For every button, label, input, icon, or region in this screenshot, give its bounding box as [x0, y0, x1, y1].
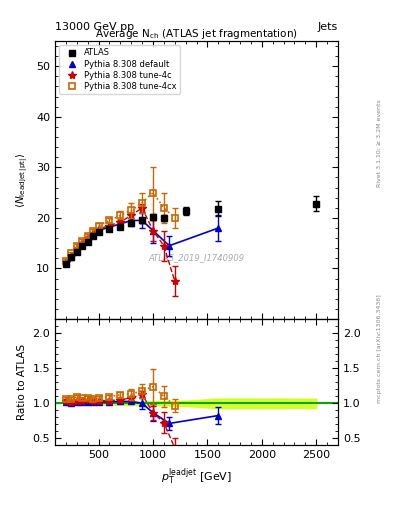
Pythia 8.308 tune-4cx — [107, 218, 112, 224]
Pythia 8.308 tune-4c — [69, 253, 74, 259]
Pythia 8.308 tune-4cx — [85, 232, 90, 239]
Pythia 8.308 tune-4c — [107, 222, 112, 228]
ATLAS — [129, 220, 134, 226]
Pythia 8.308 tune-4c — [129, 212, 134, 219]
Pythia 8.308 tune-4c — [118, 219, 123, 225]
Pythia 8.308 tune-4c — [162, 243, 166, 249]
Text: mcplots.cern.ch [arXiv:1306.3436]: mcplots.cern.ch [arXiv:1306.3436] — [377, 294, 382, 402]
X-axis label: $p_{\rm T}^{\rm leadjet}$ [GeV]: $p_{\rm T}^{\rm leadjet}$ [GeV] — [161, 466, 232, 486]
Pythia 8.308 tune-4cx — [74, 243, 79, 249]
Pythia 8.308 default — [85, 238, 90, 244]
Pythia 8.308 tune-4cx — [64, 258, 68, 264]
Legend: ATLAS, Pythia 8.308 default, Pythia 8.308 tune-4c, Pythia 8.308 tune-4cx: ATLAS, Pythia 8.308 default, Pythia 8.30… — [59, 45, 180, 94]
Pythia 8.308 default — [140, 218, 145, 224]
Pythia 8.308 tune-4c — [140, 205, 145, 211]
Line: ATLAS: ATLAS — [62, 200, 320, 268]
ATLAS — [74, 249, 79, 255]
Pythia 8.308 default — [74, 248, 79, 254]
Pythia 8.308 tune-4cx — [69, 250, 74, 257]
ATLAS — [91, 232, 95, 239]
ATLAS — [183, 208, 188, 215]
Y-axis label: Ratio to ATLAS: Ratio to ATLAS — [17, 344, 27, 420]
ATLAS — [96, 229, 101, 235]
Text: Jets: Jets — [318, 22, 338, 32]
Pythia 8.308 tune-4c — [96, 226, 101, 232]
Pythia 8.308 default — [107, 224, 112, 230]
Pythia 8.308 tune-4c — [85, 235, 90, 241]
ATLAS — [151, 214, 155, 220]
Pythia 8.308 tune-4cx — [151, 189, 155, 196]
ATLAS — [85, 239, 90, 245]
Line: Pythia 8.308 default: Pythia 8.308 default — [63, 218, 221, 266]
Text: 13000 GeV pp: 13000 GeV pp — [55, 22, 134, 32]
Pythia 8.308 tune-4cx — [91, 227, 95, 233]
ATLAS — [118, 223, 123, 229]
Pythia 8.308 tune-4c — [80, 240, 84, 246]
ATLAS — [216, 206, 220, 212]
Pythia 8.308 default — [64, 260, 68, 266]
Pythia 8.308 tune-4cx — [140, 200, 145, 206]
Pythia 8.308 tune-4c — [91, 230, 95, 236]
Pythia 8.308 tune-4c — [173, 278, 177, 284]
Pythia 8.308 tune-4cx — [129, 207, 134, 214]
ATLAS — [80, 243, 84, 249]
Pythia 8.308 default — [216, 225, 220, 231]
Line: Pythia 8.308 tune-4cx: Pythia 8.308 tune-4cx — [62, 189, 178, 264]
Pythia 8.308 default — [69, 254, 74, 260]
Text: Rivet 3.1.10; ≥ 3.2M events: Rivet 3.1.10; ≥ 3.2M events — [377, 99, 382, 187]
Pythia 8.308 default — [118, 221, 123, 227]
Pythia 8.308 default — [129, 218, 134, 224]
Pythia 8.308 tune-4cx — [80, 238, 84, 244]
Pythia 8.308 tune-4cx — [118, 212, 123, 219]
Pythia 8.308 tune-4c — [64, 260, 68, 266]
Pythia 8.308 tune-4cx — [96, 222, 101, 228]
Title: Average N$_{\rm ch}$ (ATLAS jet fragmentation): Average N$_{\rm ch}$ (ATLAS jet fragment… — [95, 27, 298, 41]
Text: ATLAS_2019_I1740909: ATLAS_2019_I1740909 — [149, 253, 244, 262]
Line: Pythia 8.308 tune-4c: Pythia 8.308 tune-4c — [62, 204, 179, 285]
Y-axis label: $\langle N_{\rm leadjet\,|pt|}\rangle$: $\langle N_{\rm leadjet\,|pt|}\rangle$ — [15, 152, 31, 208]
Pythia 8.308 default — [96, 227, 101, 233]
ATLAS — [162, 215, 166, 221]
Pythia 8.308 tune-4c — [151, 227, 155, 233]
Pythia 8.308 tune-4c — [74, 246, 79, 252]
Pythia 8.308 default — [151, 227, 155, 233]
Pythia 8.308 tune-4cx — [162, 205, 166, 211]
Pythia 8.308 tune-4cx — [173, 215, 177, 221]
Pythia 8.308 default — [80, 242, 84, 248]
ATLAS — [314, 201, 319, 207]
ATLAS — [69, 254, 74, 261]
Pythia 8.308 default — [167, 243, 172, 249]
ATLAS — [64, 261, 68, 267]
Pythia 8.308 default — [91, 231, 95, 237]
ATLAS — [107, 226, 112, 232]
ATLAS — [140, 218, 145, 224]
